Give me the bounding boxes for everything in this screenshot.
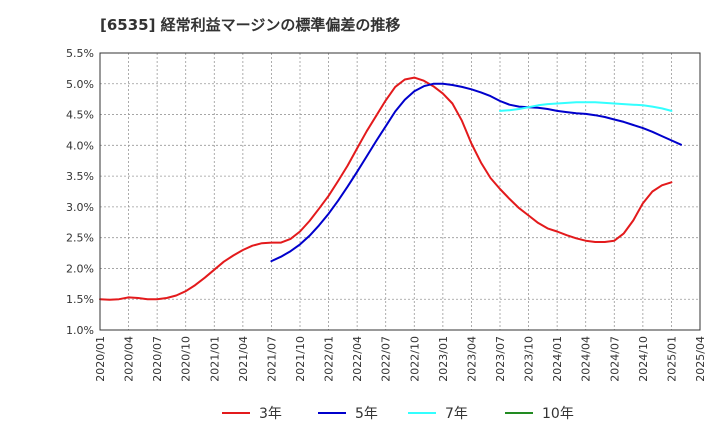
x-tick-label: 2021/04 [237, 336, 250, 382]
y-tick-label: 2.5% [66, 232, 94, 245]
y-tick-label: 3.5% [66, 170, 94, 183]
legend-label: 10年 [542, 406, 574, 422]
x-tick-label: 2020/04 [123, 336, 136, 382]
plot-frame [99, 52, 701, 331]
x-tick-label: 2025/04 [694, 336, 707, 382]
y-tick-label: 4.5% [66, 109, 94, 122]
x-tick-label: 2024/04 [580, 336, 593, 382]
x-tick-label: 2023/07 [494, 336, 507, 382]
y-tick-label: 1.5% [66, 293, 94, 306]
legend-label: 7年 [445, 406, 468, 422]
chart-title: [6535] 経常利益マージンの標準偏差の推移 [100, 16, 401, 34]
x-tick-label: 2021/10 [294, 336, 307, 382]
x-tick-label: 2024/07 [608, 336, 621, 382]
series-line-7年 [499, 101, 673, 112]
x-tick-label: 2021/01 [208, 336, 221, 382]
x-tick-label: 2024/10 [637, 336, 650, 382]
legend: 3年 5年 7年 10年 [222, 406, 574, 422]
x-tick-label: 2020/07 [151, 336, 164, 382]
x-axis-ticks: 2020/01 2020/04 2020/07 2020/10 2021/01 2021/… [94, 336, 707, 382]
x-tick-label: 2024/01 [551, 336, 564, 382]
y-tick-label: 4.0% [66, 139, 94, 152]
y-tick-label: 2.0% [66, 262, 94, 275]
x-tick-label: 2025/01 [665, 336, 678, 382]
y-tick-label: 5.5% [66, 47, 94, 60]
x-tick-label: 2023/04 [465, 336, 478, 382]
series-lines [99, 76, 682, 301]
x-tick-label: 2023/10 [523, 336, 536, 382]
y-tick-label: 3.0% [66, 201, 94, 214]
y-tick-label: 5.0% [66, 78, 94, 91]
x-tick-label: 2022/01 [323, 336, 336, 382]
series-line-3年 [99, 76, 673, 301]
x-tick-label: 2022/10 [408, 336, 421, 382]
x-tick-label: 2022/04 [351, 336, 364, 382]
legend-label: 5年 [355, 406, 378, 422]
x-tick-label: 2021/07 [265, 336, 278, 382]
y-axis-ticks: 1.0% 1.5% 2.0% 2.5% 3.0% 3.5% 4.0% 4.5% 5.0% 5.5% [66, 47, 94, 337]
x-tick-label: 2023/01 [437, 336, 450, 382]
x-tick-label: 2020/10 [180, 336, 193, 382]
legend-label: 3年 [259, 406, 282, 422]
x-tick-label: 2022/07 [380, 336, 393, 382]
y-tick-label: 1.0% [66, 324, 94, 337]
series-line-5年 [270, 82, 682, 263]
x-tick-label: 2020/01 [94, 336, 107, 382]
